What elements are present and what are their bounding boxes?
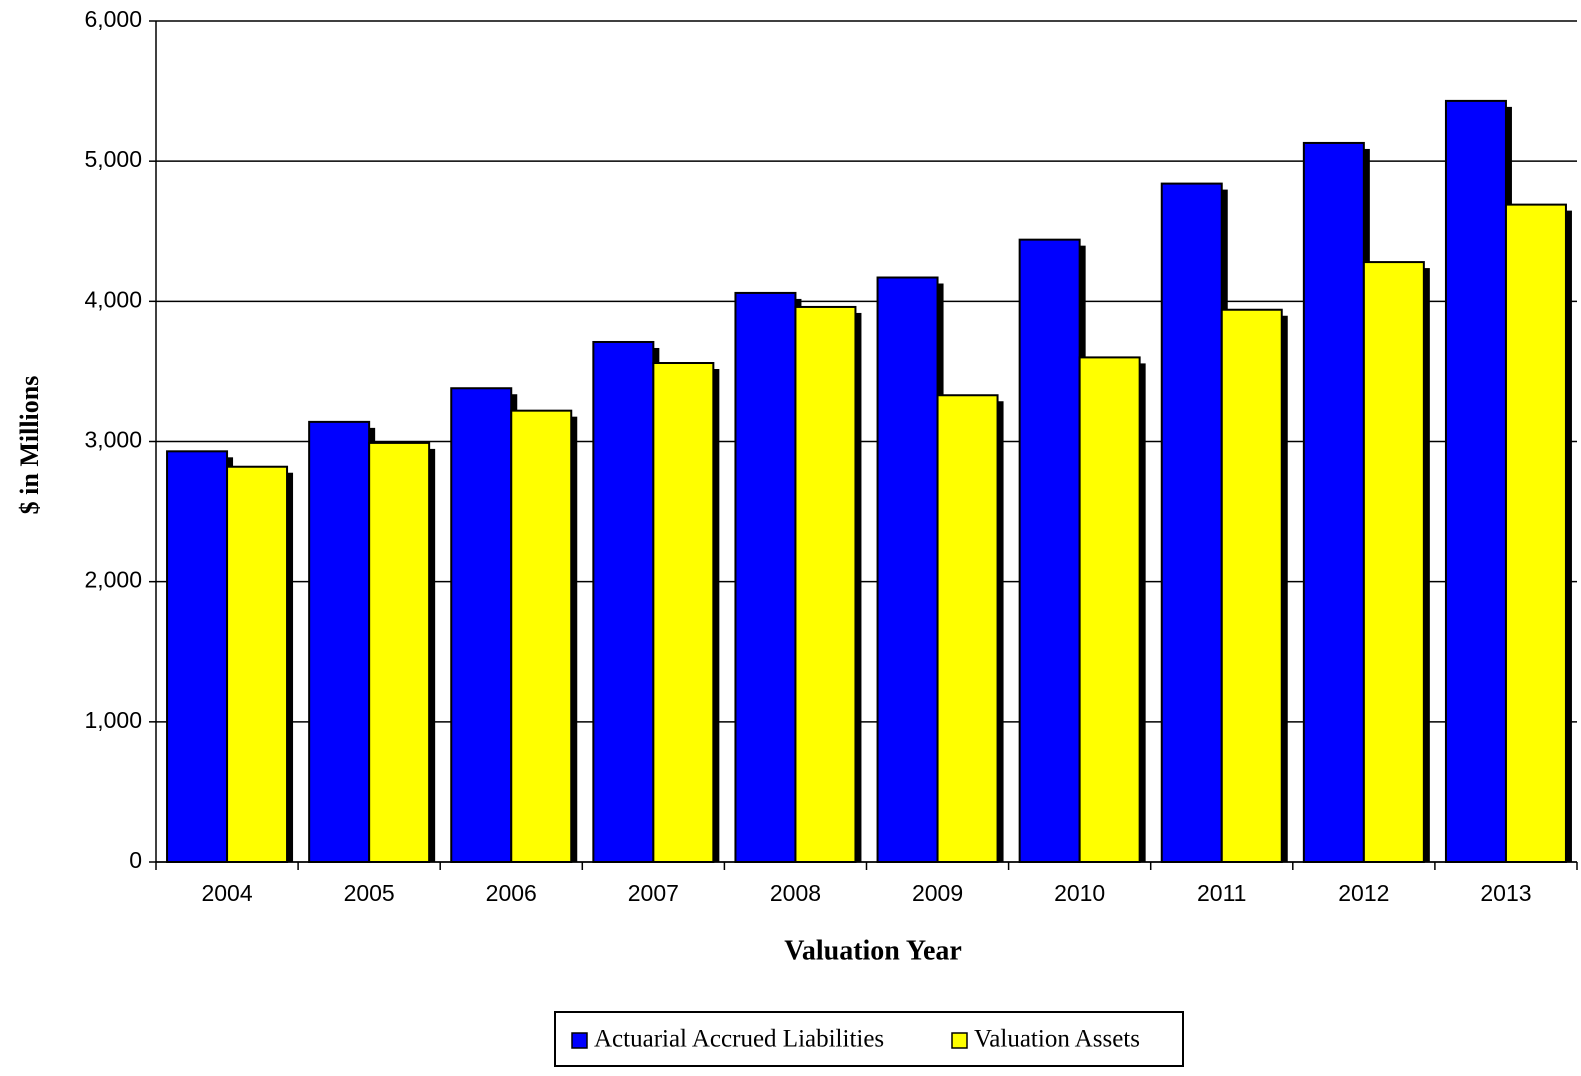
x-tick-label: 2004 xyxy=(201,880,252,906)
bar xyxy=(308,420,371,863)
y-axis-title: $ in Millions xyxy=(15,376,44,515)
bar xyxy=(1220,308,1283,863)
bar xyxy=(450,387,513,863)
bar xyxy=(1160,182,1223,864)
bar xyxy=(166,450,229,863)
bar xyxy=(1018,238,1081,864)
bar xyxy=(1078,356,1141,863)
bar xyxy=(1302,141,1365,863)
y-tick-label: 6,000 xyxy=(84,6,142,32)
x-tick-label: 2005 xyxy=(344,880,395,906)
x-tick-label: 2007 xyxy=(628,880,679,906)
bar xyxy=(936,394,999,863)
bar xyxy=(876,276,939,863)
x-axis-title: Valuation Year xyxy=(784,935,962,966)
bar xyxy=(794,305,857,863)
bar xyxy=(226,465,289,863)
x-tick-label: 2013 xyxy=(1480,880,1531,906)
legend-box xyxy=(554,1011,1184,1067)
legend-label: Valuation Assets xyxy=(974,1026,1140,1053)
x-tick-label: 2011 xyxy=(1197,880,1246,906)
bar xyxy=(368,441,431,863)
x-tick-label: 2008 xyxy=(770,880,821,906)
legend-swatch xyxy=(571,1032,588,1049)
bar xyxy=(592,340,655,863)
y-tick-label: 0 xyxy=(129,847,142,873)
legend-label: Actuarial Accrued Liabilities xyxy=(594,1026,884,1053)
y-tick-label: 5,000 xyxy=(84,146,142,172)
bar xyxy=(734,291,797,863)
bar xyxy=(1504,203,1567,863)
bar xyxy=(652,362,715,863)
x-tick-label: 2006 xyxy=(486,880,537,906)
y-tick-label: 1,000 xyxy=(84,707,142,733)
x-tick-label: 2012 xyxy=(1338,880,1389,906)
y-tick-label: 2,000 xyxy=(84,567,142,593)
bar xyxy=(1362,261,1425,863)
x-tick-label: 2009 xyxy=(912,880,963,906)
x-tick-label: 2010 xyxy=(1054,880,1105,906)
legend-swatch xyxy=(951,1032,968,1049)
y-tick-label: 3,000 xyxy=(84,427,142,453)
y-tick-label: 4,000 xyxy=(84,286,142,312)
bar xyxy=(1444,99,1507,863)
bar xyxy=(510,409,573,863)
